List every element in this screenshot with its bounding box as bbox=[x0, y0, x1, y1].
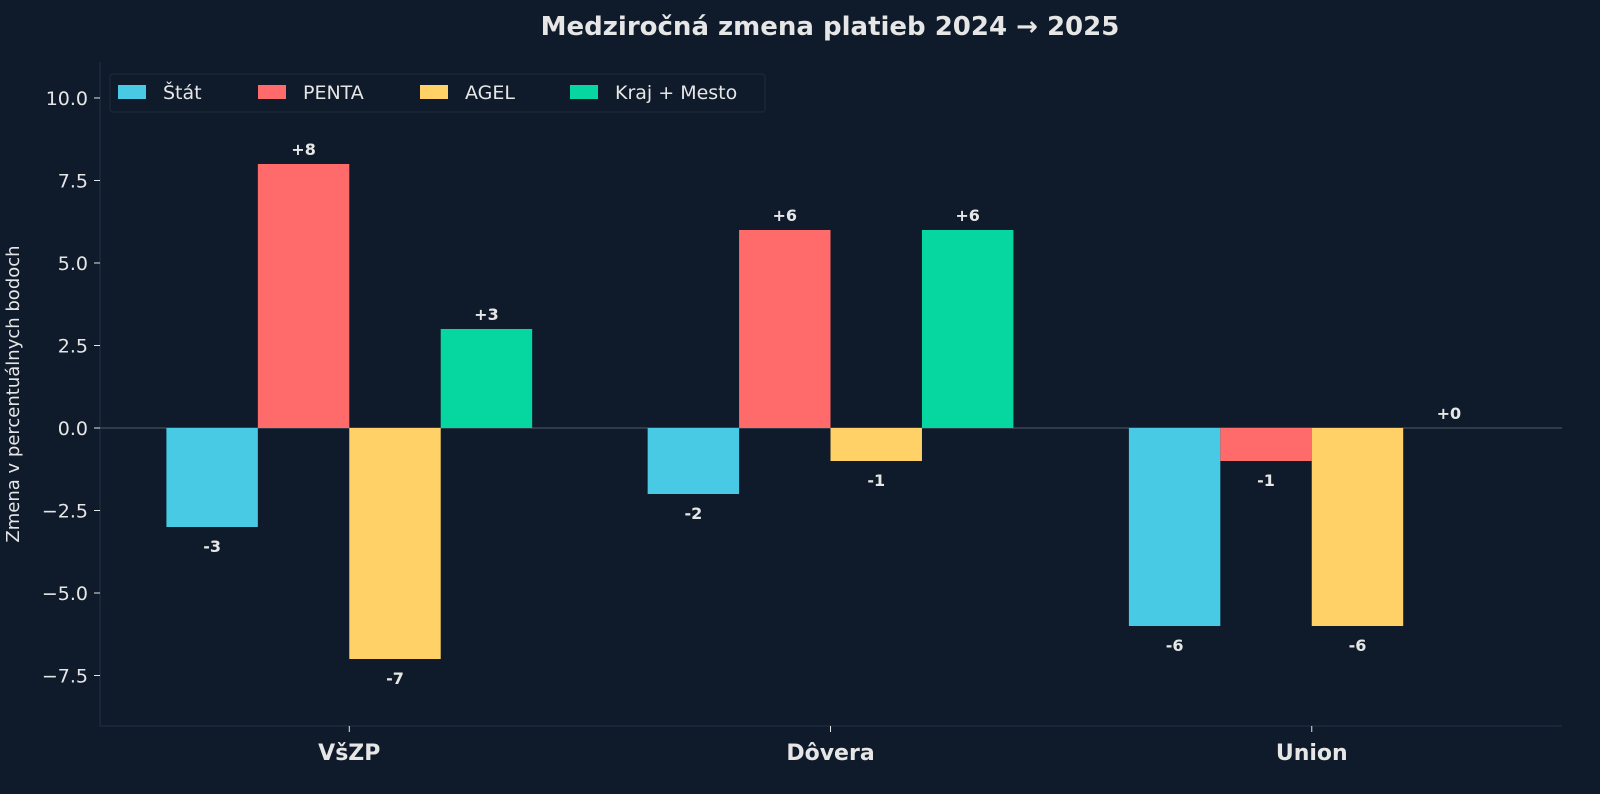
legend-label: AGEL bbox=[465, 82, 515, 104]
data-label: -1 bbox=[1257, 471, 1275, 490]
data-label: +0 bbox=[1437, 404, 1462, 423]
y-tick-label: 10.0 bbox=[46, 88, 88, 110]
bar bbox=[921, 229, 1014, 428]
bar bbox=[1128, 427, 1221, 627]
data-label: -6 bbox=[1166, 636, 1184, 655]
bar bbox=[349, 427, 441, 660]
bar bbox=[739, 229, 831, 428]
axes: −7.5 −5.0 −2.5 0.0 2.5 5.0 7.5 10.0 VšZP Dôvera Un… bbox=[42, 62, 1562, 766]
x-tick-label: VšZP bbox=[318, 741, 380, 766]
y-tick-label: 7.5 bbox=[58, 170, 88, 192]
legend: Štát PENTA AGEL Kraj + Mesto bbox=[109, 73, 766, 113]
chart-title: Medziročná zmena platieb 2024 → 2025 bbox=[541, 12, 1120, 42]
bar bbox=[1311, 427, 1404, 627]
legend-swatch bbox=[258, 85, 286, 99]
data-label: -1 bbox=[867, 471, 885, 490]
legend-swatch bbox=[118, 85, 146, 99]
data-label: +8 bbox=[291, 140, 316, 159]
data-label: +6 bbox=[955, 206, 980, 225]
legend-label: PENTA bbox=[303, 82, 364, 104]
legend-label: Štát bbox=[163, 80, 202, 104]
data-label: -3 bbox=[203, 537, 221, 556]
y-tick-label: −5.0 bbox=[42, 583, 88, 605]
data-label: +6 bbox=[773, 206, 798, 225]
y-tick-label: 2.5 bbox=[58, 335, 88, 357]
bar bbox=[830, 427, 922, 461]
bar bbox=[257, 163, 350, 428]
y-tick-label: 0.0 bbox=[58, 418, 88, 440]
x-tick-label: Union bbox=[1276, 741, 1348, 766]
bar bbox=[1220, 427, 1312, 461]
y-tick-label: 5.0 bbox=[58, 253, 88, 275]
data-label: -2 bbox=[684, 504, 702, 523]
y-tick-label: −7.5 bbox=[42, 666, 88, 688]
bar bbox=[647, 427, 740, 494]
y-tick-label: −2.5 bbox=[42, 500, 88, 522]
legend-swatch bbox=[420, 85, 448, 99]
bar bbox=[440, 328, 533, 428]
data-label: -6 bbox=[1349, 636, 1367, 655]
y-axis-label: Zmena v percentuálnych bodoch bbox=[3, 245, 24, 542]
x-tick-label: Dôvera bbox=[786, 741, 874, 766]
bar bbox=[166, 427, 258, 527]
legend-label: Kraj + Mesto bbox=[615, 82, 737, 104]
legend-swatch bbox=[570, 85, 598, 99]
data-label: +3 bbox=[474, 305, 499, 324]
data-label: -7 bbox=[386, 669, 404, 688]
bars: -3 +8 -7 +3 -2 +6 -1 +6 -6 -1 -6 +0 bbox=[166, 140, 1461, 688]
